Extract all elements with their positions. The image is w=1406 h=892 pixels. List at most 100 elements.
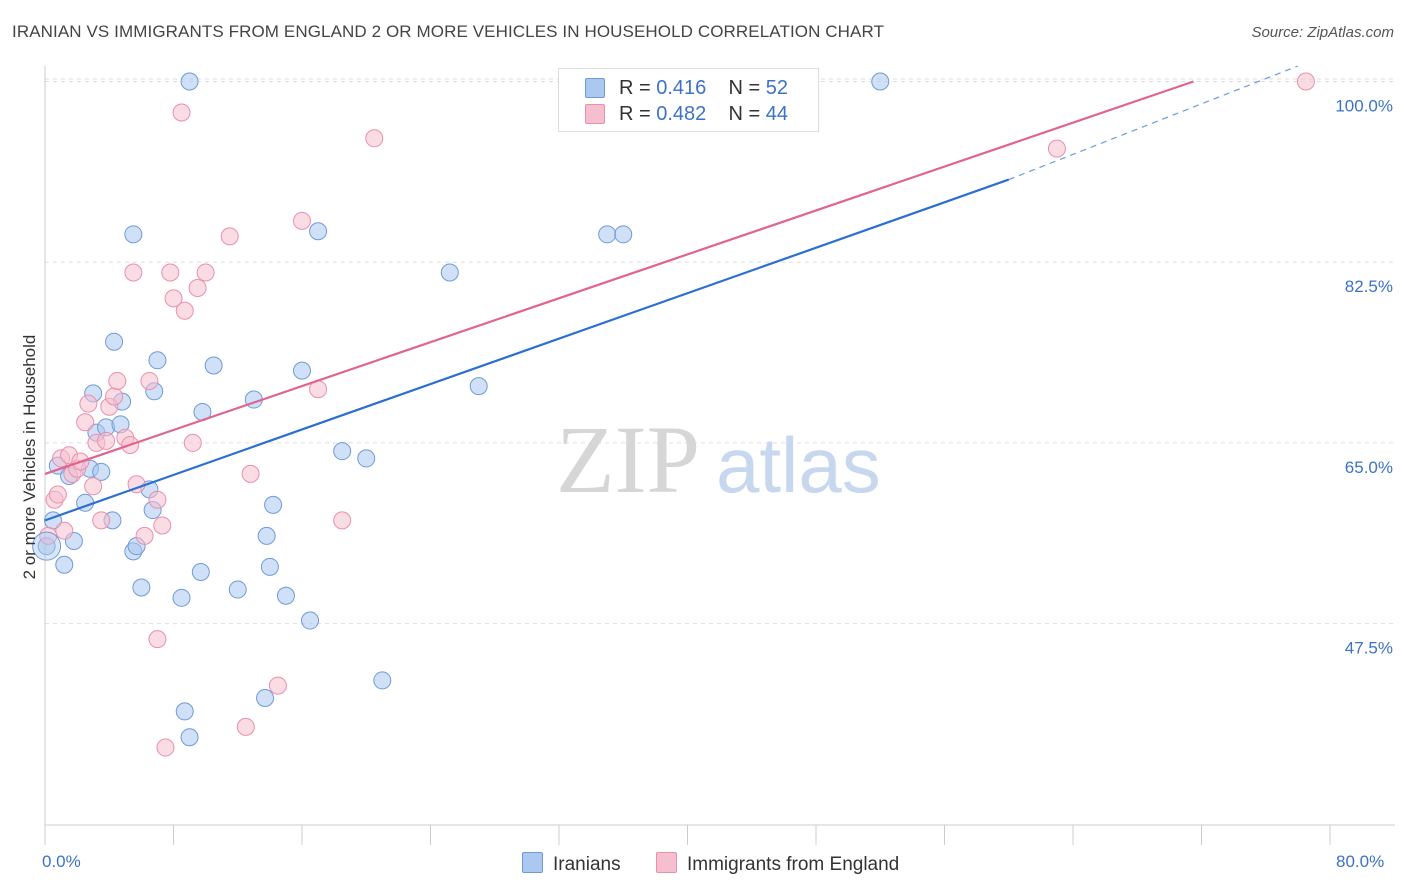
england-point — [365, 129, 384, 148]
legend-r-value: 0.416 — [656, 77, 707, 99]
england-point — [135, 526, 154, 545]
england-point — [161, 263, 180, 282]
england-point — [196, 263, 215, 282]
y-tick-label: 65.0% — [1345, 458, 1393, 477]
iranians-point-large — [32, 531, 62, 561]
data-points — [32, 72, 1315, 757]
england-trend-line — [44, 80, 1194, 475]
legend-n-value: 44 — [765, 103, 789, 125]
iranians-point — [293, 361, 311, 380]
legend-swatch-england — [656, 852, 677, 873]
iranians-point — [175, 702, 194, 721]
iranians-point — [124, 225, 143, 244]
iranians-point — [257, 526, 276, 545]
england-point — [188, 279, 207, 298]
england-point — [79, 394, 98, 413]
iranians-point — [373, 671, 392, 690]
england-point — [220, 227, 239, 246]
iranians-point — [469, 377, 488, 396]
england-point — [76, 413, 95, 432]
iranians-point — [276, 586, 295, 605]
iranians-trend-extension — [1008, 65, 1299, 181]
legend-r-label: R = — [619, 77, 651, 99]
chart-title: IRANIAN VS IMMIGRANTS FROM ENGLAND 2 OR … — [12, 22, 885, 41]
england-point — [105, 387, 124, 406]
england-point — [84, 477, 103, 496]
iranians-point — [191, 563, 210, 581]
source-label: Source: ZipAtlas.com — [1251, 24, 1394, 41]
x-axis-min-label: 0.0% — [42, 852, 81, 871]
watermark-atlas: atlas — [716, 421, 881, 509]
iranians-point — [598, 225, 617, 244]
correlation-legend: R = 0.416 N = 52 R = 0.482 N = 44 — [558, 68, 819, 132]
legend-n-label: N = — [728, 77, 761, 99]
england-point — [108, 371, 127, 390]
iranians-point — [333, 442, 352, 461]
iranians-point — [55, 555, 74, 574]
y-axis-label: 2 or more Vehicles in Household — [20, 335, 39, 580]
england-point — [183, 433, 202, 452]
iranians-point — [264, 495, 283, 514]
iranians-point — [309, 222, 328, 241]
legend-swatch-iranians — [522, 852, 543, 873]
iranians-point — [105, 332, 124, 351]
england-point — [333, 511, 352, 530]
y-tick-label: 100.0% — [1335, 96, 1393, 115]
legend-r-label: R = — [619, 103, 651, 125]
england-point — [148, 490, 167, 509]
iranians-point — [260, 557, 279, 576]
iranians-point — [228, 580, 247, 599]
iranians-point — [132, 578, 151, 597]
england-point — [156, 738, 175, 757]
legend-label-england: Immigrants from England — [687, 854, 900, 875]
england-point — [153, 516, 172, 535]
iranians-point — [357, 449, 376, 468]
x-axis-max-label: 80.0% — [1336, 852, 1385, 871]
iranians-point — [871, 72, 890, 91]
england-point — [1296, 72, 1315, 91]
legend-r-value: 0.482 — [656, 103, 707, 125]
england-point — [97, 431, 116, 450]
y-tick-label: 47.5% — [1345, 639, 1393, 658]
iranians-point — [180, 72, 199, 91]
england-point — [172, 103, 191, 122]
legend-label-iranians: Iranians — [553, 854, 621, 875]
england-point — [293, 211, 311, 230]
watermark: ZIP atlas — [556, 406, 881, 513]
england-point — [124, 263, 143, 282]
iranians-point — [256, 688, 275, 707]
legend-n-value: 52 — [765, 77, 789, 99]
watermark-zip: ZIP — [556, 406, 700, 513]
england-point — [164, 289, 183, 308]
iranians-point — [180, 728, 199, 747]
axes — [44, 66, 1395, 845]
england-point — [236, 717, 255, 736]
iranians-trend-line — [44, 178, 1010, 522]
england-point — [268, 676, 287, 695]
legend-n-label: N = — [728, 103, 761, 125]
legend-item-iranians[interactable]: Iranians — [522, 852, 621, 876]
england-point — [175, 301, 194, 320]
england-point — [92, 511, 111, 530]
iranians-point — [172, 588, 191, 607]
iranians-point — [148, 351, 167, 370]
england-point — [140, 371, 159, 390]
legend-swatch-blue — [585, 78, 605, 98]
england-point — [1047, 139, 1066, 158]
y-tick-labels: 100.0% 82.5% 65.0% 47.5% — [1335, 96, 1393, 657]
legend-item-england[interactable]: Immigrants from England — [656, 852, 899, 876]
iranians-point — [204, 356, 223, 375]
iranians-point — [92, 462, 111, 481]
iranians-point — [440, 263, 459, 282]
england-point — [241, 464, 260, 483]
legend-swatch-pink — [585, 104, 605, 124]
england-point — [48, 485, 67, 504]
england-point — [55, 521, 74, 540]
iranians-point — [301, 611, 320, 630]
y-tick-label: 82.5% — [1345, 277, 1393, 296]
trend-lines — [44, 65, 1299, 522]
iranians-point — [614, 225, 633, 244]
england-point — [148, 630, 167, 649]
grid-lines — [45, 78, 1395, 625]
